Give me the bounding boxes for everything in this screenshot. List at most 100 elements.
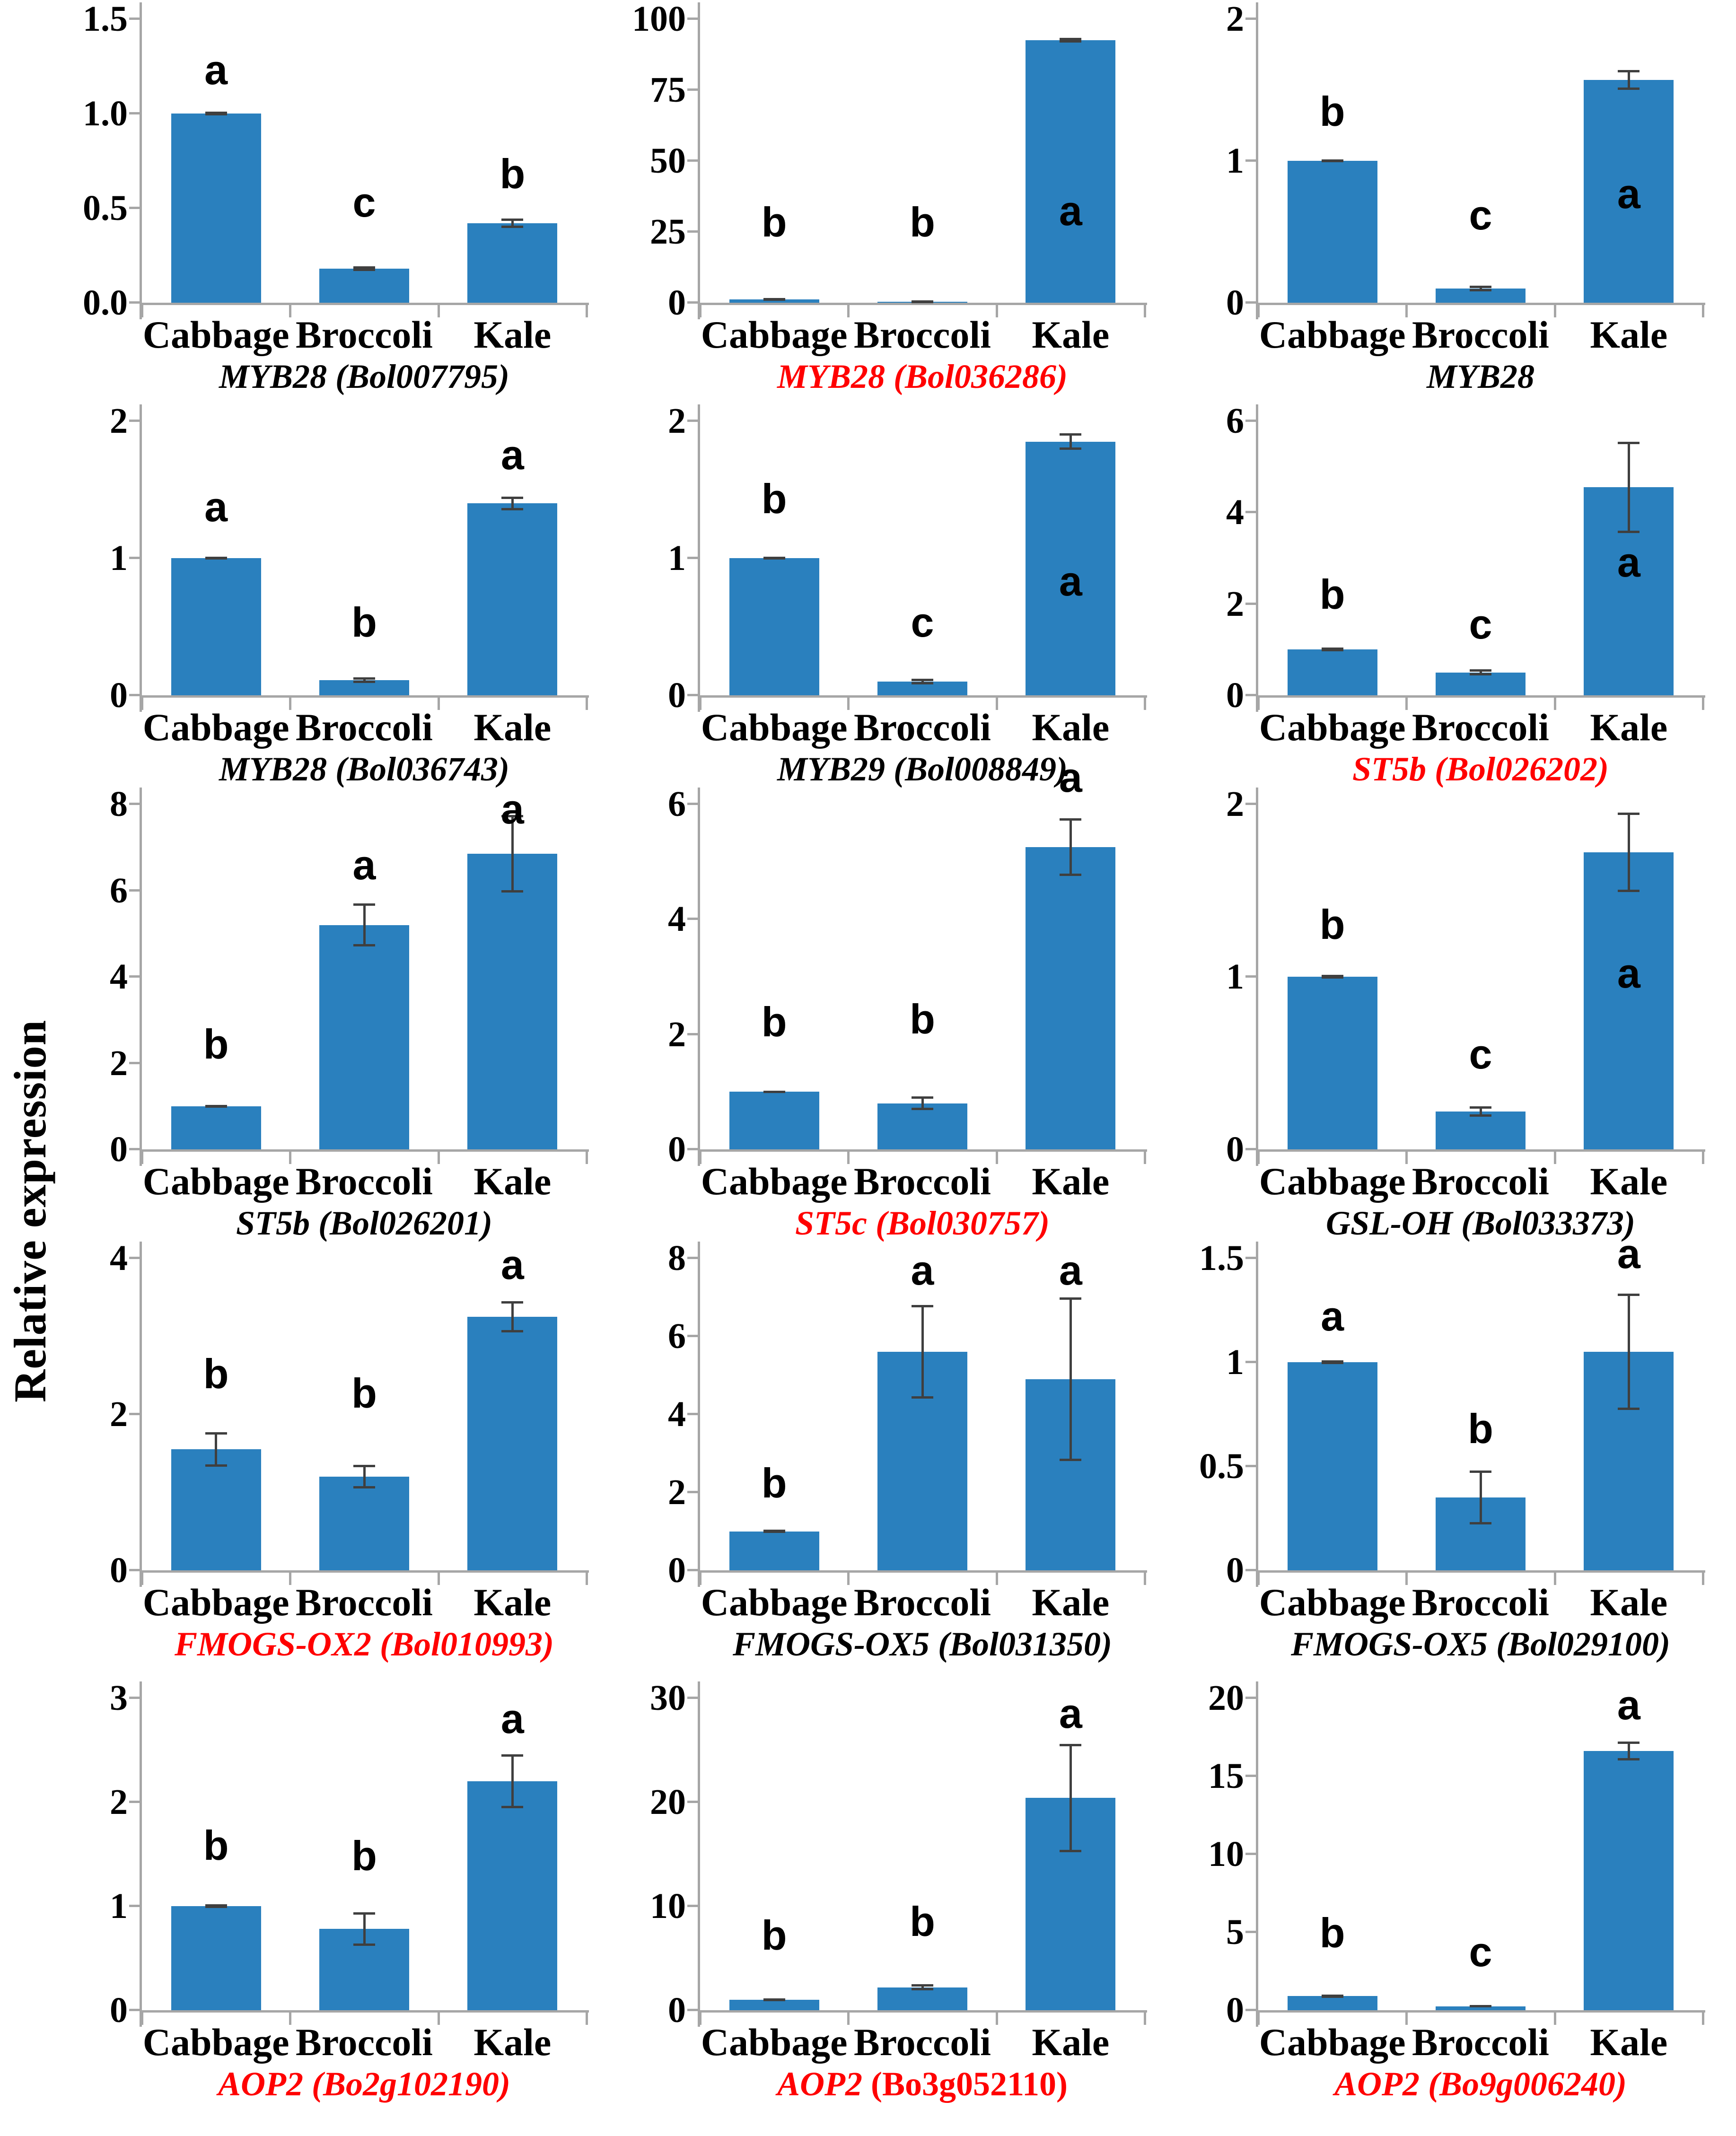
y-tick-label: 1	[668, 538, 686, 578]
x-category-label: Kale	[1590, 2021, 1668, 2064]
chart-title: MYB29 (Bol008849)	[700, 751, 1145, 787]
y-tick-mark	[129, 1148, 140, 1150]
x-category-label: Cabbage	[142, 2021, 289, 2064]
y-axis: 0 1 2	[1178, 786, 1258, 1167]
bar-broccoli	[1436, 2006, 1526, 2010]
y-axis-line	[698, 788, 700, 1166]
x-tick-mark	[1553, 2013, 1556, 2025]
error-bar	[511, 219, 514, 228]
x-category-label: Cabbage	[701, 2021, 848, 2064]
chart-title: FMOGS-OX5 (Bol031350)	[700, 1626, 1145, 1662]
plot-area: 0 2 4 6 b c a	[1178, 403, 1736, 713]
y-tick-label: 1	[1226, 1342, 1244, 1382]
x-axis-line	[698, 695, 1147, 698]
x-tick-mark	[437, 698, 440, 710]
y-tick-mark	[687, 1148, 698, 1150]
sig-letter: b	[500, 150, 526, 197]
sig-letter: a	[1617, 1230, 1640, 1278]
sig-letter: c	[352, 179, 376, 226]
y-tick-mark	[687, 301, 698, 304]
error-bar-cap	[1470, 1522, 1491, 1525]
plot-area: 0 2 4 6 b b a	[620, 756, 1178, 1167]
sig-letter: c	[1469, 1928, 1492, 1975]
y-tick-label: 2	[1226, 784, 1244, 824]
sig-letter: c	[1469, 600, 1492, 648]
sig-letter: b	[1319, 1909, 1345, 1957]
error-bar	[363, 1465, 366, 1488]
error-bar	[921, 679, 924, 684]
y-tick-label: 75	[650, 70, 686, 110]
x-tick-mark	[847, 1152, 850, 1164]
x-tick-mark	[699, 1573, 701, 1585]
y-tick-label: 3	[110, 1678, 128, 1718]
y-tick-mark	[687, 1257, 698, 1259]
y-tick-mark	[129, 2009, 140, 2011]
sig-letter: a	[500, 1241, 524, 1288]
sig-letter: a	[1059, 1247, 1082, 1294]
plot-area: 0 1 2 b c a	[620, 403, 1178, 713]
y-tick-mark	[1245, 602, 1256, 605]
error-bar-cap	[1618, 441, 1640, 444]
bar-kale	[1584, 1751, 1674, 2010]
y-axis-line	[140, 2, 142, 319]
x-category-label: Broccoli	[296, 2021, 433, 2064]
x-tick-mark	[141, 1152, 143, 1164]
error-bar-cap	[353, 680, 375, 683]
y-tick-label: 4	[668, 1394, 686, 1434]
plot: b b a	[129, 1242, 589, 1587]
y-axis: 0 1 2 3	[61, 1680, 142, 2028]
x-tick-mark	[699, 2013, 701, 2025]
x-axis-line	[1256, 1149, 1705, 1152]
x-axis-line	[1256, 695, 1705, 698]
chart-title-gene-id: (Bol036286)	[885, 358, 1068, 395]
error-bar-cap	[353, 944, 375, 947]
sig-letter: b	[351, 598, 377, 646]
error-bar-cap	[353, 1465, 375, 1468]
x-tick-mark	[1144, 2013, 1146, 2025]
x-tick-mark	[995, 305, 998, 317]
x-category-row: Cabbage Broccoli Kale	[142, 2022, 587, 2063]
y-tick-mark	[1245, 1931, 1256, 1933]
chart-title-gene-id: (Bo2g102190)	[303, 2065, 510, 2103]
error-bar	[363, 1912, 366, 1946]
chart-2-myb28: 0 25 50 75 100 b b a Cabbage Broccoli Kale MYB28 (B…	[620, 1, 1178, 405]
x-tick-mark	[437, 1152, 440, 1164]
error-bar	[1627, 813, 1630, 893]
chart-title-gene-id: (Bo3g052110)	[862, 2065, 1068, 2103]
error-bar-cap	[1618, 890, 1640, 893]
y-axis: 0 1 2	[620, 403, 700, 713]
x-axis-line	[1256, 1570, 1705, 1573]
error-bar	[1627, 1293, 1630, 1410]
y-tick-mark	[687, 1801, 698, 1803]
error-bar-cap	[763, 1090, 785, 1093]
x-tick-mark	[1257, 1152, 1260, 1164]
y-tick-label: 0	[668, 1129, 686, 1169]
y-tick-label: 1	[110, 1886, 128, 1926]
error-bar-cap	[1470, 673, 1491, 676]
x-tick-mark	[847, 2013, 850, 2025]
bar-broccoli	[1436, 672, 1526, 695]
error-bar-cap	[912, 679, 933, 682]
error-bar-cap	[1321, 160, 1343, 162]
y-tick-mark	[687, 88, 698, 91]
bar-cabbage	[729, 299, 819, 303]
bar-cabbage	[1287, 1996, 1377, 2010]
x-tick-mark	[141, 305, 143, 317]
y-axis-line	[698, 404, 700, 712]
x-category-label: Cabbage	[142, 1160, 289, 1203]
error-bar-cap	[1060, 818, 1082, 821]
x-tick-mark	[1257, 305, 1260, 317]
bar-kale	[1026, 40, 1116, 303]
y-tick-mark	[129, 694, 140, 696]
y-axis: 0 25 50 75 100	[620, 1, 700, 321]
x-tick-mark	[1257, 2013, 1260, 2025]
error-bar-cap	[1060, 1849, 1082, 1852]
chart-title-gene: MYB28	[777, 358, 886, 395]
sig-letter: a	[1321, 1293, 1344, 1340]
sig-letter: b	[351, 1370, 377, 1417]
chart-title: MYB28 (Bol007795)	[142, 359, 587, 394]
x-tick-mark	[437, 1573, 440, 1585]
chart-title-gene-id: (Bol007795)	[327, 358, 509, 395]
x-category-label: Kale	[1032, 2021, 1110, 2064]
x-category-label: Broccoli	[296, 1160, 433, 1203]
